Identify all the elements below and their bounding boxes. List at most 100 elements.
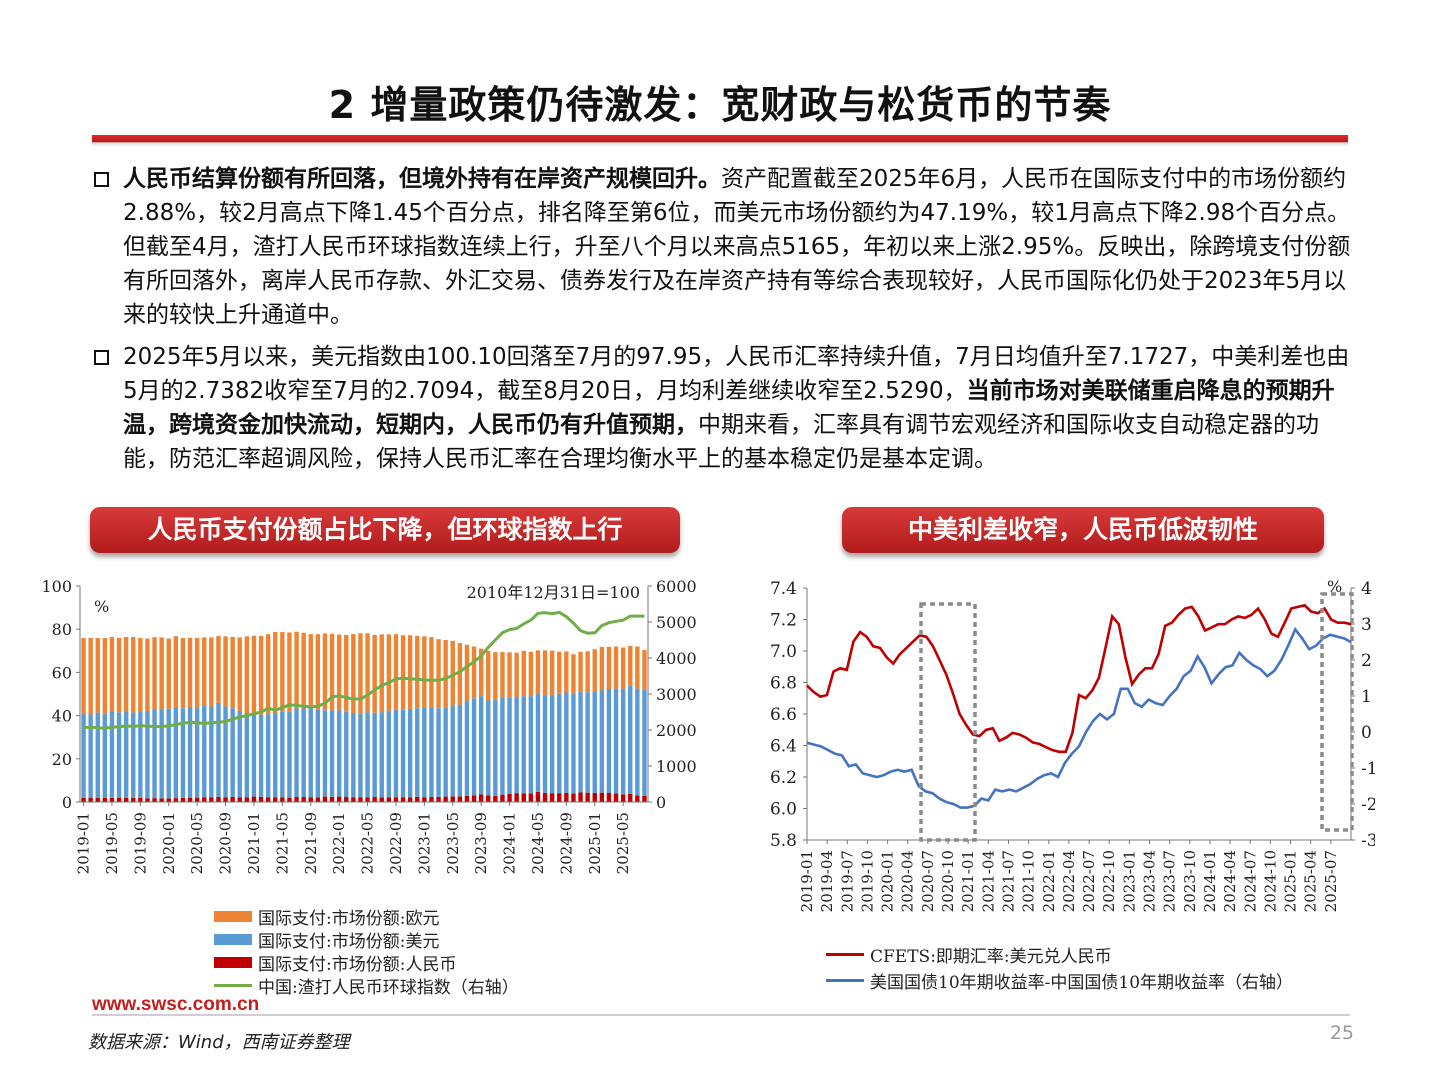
bar-eur — [265, 634, 271, 715]
x-tick-label: 2019-01 — [798, 850, 816, 912]
bar-usd — [265, 714, 271, 798]
x-tick-label: 2021-01 — [245, 812, 263, 874]
bar-cny — [528, 793, 534, 802]
bar-cny — [578, 792, 583, 802]
legend-swatch — [826, 979, 864, 982]
bar-cny — [436, 796, 441, 802]
x-tick-label: 2025-05 — [614, 812, 632, 874]
x-tick-label: 2022-07 — [1080, 850, 1098, 912]
bar-eur — [344, 635, 349, 712]
x-tick-label: 2025-07 — [1322, 850, 1340, 912]
x-tick-label: 2021-01 — [959, 850, 977, 912]
y-tick-label: 100 — [41, 577, 72, 596]
y2-tick-label: 2 — [1361, 651, 1372, 671]
bar-cny — [265, 797, 271, 802]
legend-label: 国际支付:市场份额:人民币 — [258, 955, 457, 975]
bar-cny — [145, 798, 150, 802]
bar-usd — [123, 711, 129, 798]
bar-cny — [521, 793, 526, 802]
y-tick-label: 60 — [52, 663, 72, 682]
bar-eur — [564, 651, 569, 693]
bar-usd — [635, 688, 640, 796]
bar-usd — [542, 694, 548, 793]
bar-eur — [535, 650, 541, 694]
bar-cny — [542, 792, 548, 802]
y-tick-label: 6.4 — [770, 737, 797, 757]
bar-eur — [145, 638, 150, 711]
bar-eur — [322, 633, 328, 711]
bar-cny — [379, 797, 384, 802]
bar-usd — [102, 713, 108, 798]
y2-tick-label: 0 — [1361, 723, 1372, 743]
bar-usd — [344, 711, 349, 798]
y2-tick-label: 3 — [1361, 615, 1372, 635]
bar-cny — [599, 792, 605, 802]
bar-eur — [514, 652, 519, 698]
bar-eur — [415, 635, 420, 709]
bar-cny — [585, 792, 590, 802]
bar-usd — [443, 708, 448, 797]
bar-usd — [273, 713, 278, 798]
x-tick-label: 2021-09 — [302, 812, 320, 874]
legend-swatch — [214, 957, 252, 968]
x-tick-label: 2024-10 — [1261, 850, 1279, 912]
bar-eur — [542, 650, 548, 695]
bar-cny — [642, 795, 647, 802]
x-tick-label: 2024-01 — [1201, 850, 1219, 912]
bar-cny — [457, 796, 463, 802]
bar-eur — [400, 635, 406, 710]
bar-usd — [436, 708, 441, 797]
x-tick-label: 2025-01 — [1282, 850, 1300, 912]
bar-cny — [606, 792, 612, 802]
bar-usd — [478, 696, 484, 795]
bar-cny — [322, 796, 328, 802]
y-tick-label: 80 — [52, 620, 72, 639]
bar-cny — [407, 797, 413, 802]
bar-cny — [152, 798, 157, 802]
x-tick-label: 2020-01 — [879, 850, 897, 912]
x-tick-label: 2025-01 — [586, 812, 604, 874]
bar-eur — [223, 636, 228, 707]
bar-cny — [471, 795, 477, 802]
bar-cny — [620, 794, 626, 802]
bar-eur — [273, 632, 278, 714]
bar-eur — [606, 646, 612, 690]
y2-tick-label: 4000 — [656, 649, 697, 668]
bar-eur — [599, 646, 605, 691]
bar-eur — [478, 648, 484, 697]
bar-eur — [578, 651, 583, 692]
bar-eur — [443, 640, 448, 709]
y2-tick-label: -3 — [1361, 831, 1375, 851]
bar-usd — [500, 697, 505, 795]
bar-eur — [329, 633, 335, 711]
bar-usd — [620, 688, 626, 795]
bar-eur — [351, 634, 356, 714]
bar-eur — [123, 636, 129, 712]
bar-usd — [187, 706, 193, 798]
chart-annotation: 2010年12月31日=100 — [467, 583, 640, 602]
bar-eur — [131, 636, 136, 713]
bar-cny — [329, 796, 335, 802]
y2-tick-label: -1 — [1361, 759, 1375, 779]
bar-cny — [159, 798, 164, 802]
x-tick-label: 2023-10 — [1181, 850, 1199, 912]
bar-usd — [145, 710, 150, 799]
bar-cny — [564, 792, 569, 802]
bar-cny — [194, 797, 200, 802]
page-number: 25 — [1329, 1022, 1354, 1044]
bar-eur — [635, 646, 640, 689]
x-tick-label: 2025-04 — [1302, 850, 1320, 912]
bar-eur — [102, 638, 108, 714]
bar-usd — [549, 694, 555, 794]
bar-usd — [564, 692, 569, 793]
x-tick-label: 2019-01 — [75, 812, 93, 874]
bar-usd — [81, 713, 86, 798]
y-tick-label: 6.6 — [770, 705, 797, 725]
y2-tick-label: -2 — [1361, 795, 1375, 815]
bar-cny — [557, 793, 562, 802]
bar-usd — [116, 712, 122, 798]
bar-eur — [294, 631, 299, 709]
legend-swatch — [214, 934, 252, 945]
legend-swatch — [826, 953, 864, 956]
bar-cny — [344, 797, 349, 802]
